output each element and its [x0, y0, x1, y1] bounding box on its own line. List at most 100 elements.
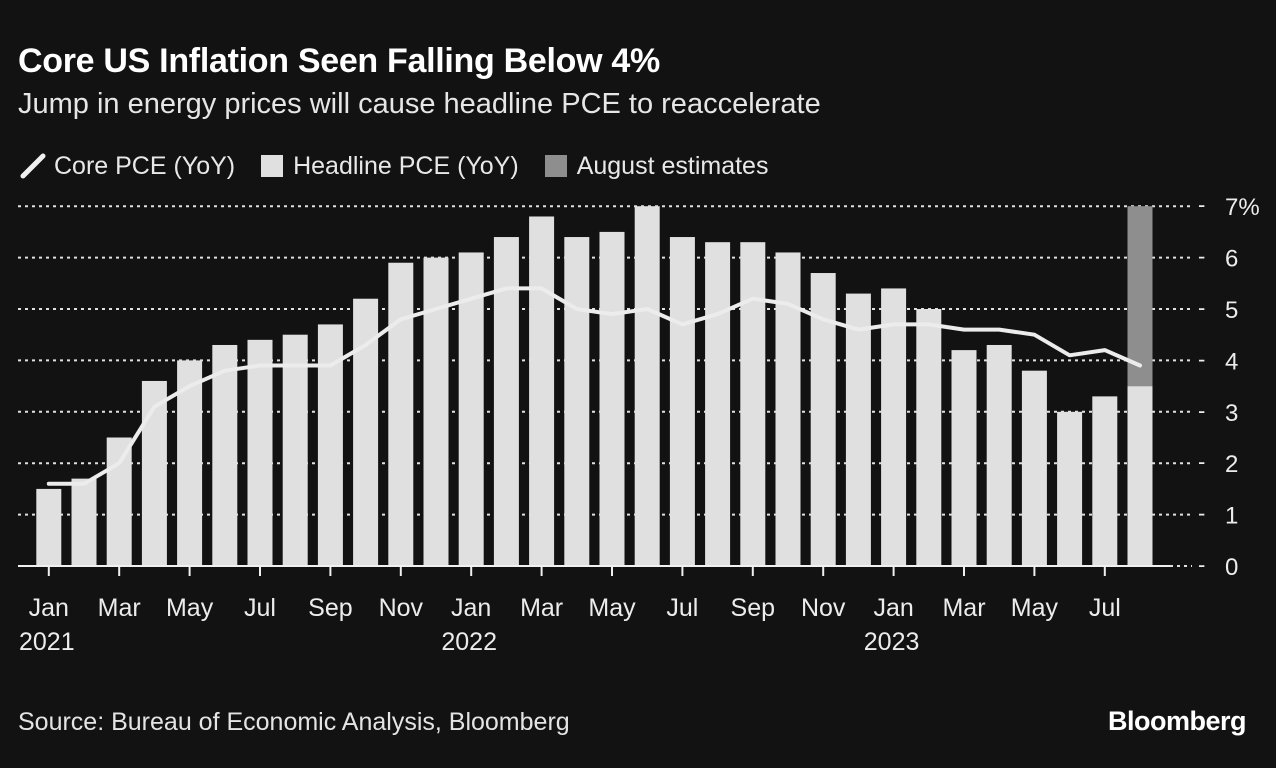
bar-estimate-range	[1127, 206, 1153, 387]
core-point-17	[646, 307, 649, 311]
legend-item-headline: Headline PCE (YoY)	[261, 152, 519, 181]
x-tick-label-20: Sep	[731, 594, 775, 622]
legend-item-estimate: August estimates	[544, 151, 769, 181]
x-tick-label-24: Jan	[873, 594, 913, 622]
core-point-9	[364, 343, 367, 347]
estimate-swatch-icon	[544, 155, 567, 177]
core-point-7	[294, 364, 297, 367]
y-tick-label-4: 4	[1225, 348, 1238, 375]
core-point-3	[153, 405, 156, 408]
line-icon	[20, 153, 46, 179]
bar-headline-2	[106, 437, 132, 566]
bar-headline-31	[1127, 386, 1153, 566]
core-point-5	[223, 369, 226, 372]
x-tick-label-6: Jul	[244, 594, 276, 622]
x-year-label-2021: 2021	[19, 628, 75, 656]
core-point-26	[962, 328, 966, 331]
bar-headline-0	[36, 488, 62, 566]
x-tick-label-0: Jan	[29, 594, 69, 622]
core-point-1	[82, 482, 86, 485]
bar-headline-25	[916, 309, 942, 566]
y-tick-dash-3: -	[1198, 398, 1205, 423]
bar-headline-24	[881, 288, 907, 566]
core-point-18	[681, 323, 684, 326]
core-point-10	[399, 318, 402, 321]
bar-headline-23	[845, 293, 871, 566]
x-tick-label-22: Nov	[801, 594, 846, 622]
core-point-14	[540, 287, 543, 290]
bar-headline-12	[458, 252, 484, 566]
bar-headline-11	[423, 257, 449, 566]
bar-headline-19	[705, 242, 731, 566]
bar-headline-18	[669, 237, 695, 567]
legend-item-core: Core PCE (YoY)	[20, 152, 235, 181]
chart-subtitle: Jump in energy prices will cause headlin…	[18, 88, 821, 120]
bar-headline-20	[740, 242, 766, 566]
bar-headline-6	[247, 339, 273, 566]
bar-headline-4	[177, 360, 203, 566]
y-tick-label-2: 2	[1225, 451, 1238, 478]
bar-headline-17	[634, 206, 660, 566]
bar-headline-16	[599, 231, 625, 566]
core-point-31	[1138, 364, 1142, 367]
bar-headline-21	[775, 252, 801, 566]
x-tick-label-10: Nov	[379, 594, 424, 622]
x-year-label-2022: 2022	[441, 628, 497, 656]
y-tick-dash-2: -	[1198, 449, 1205, 474]
bar-headline-3	[141, 380, 167, 566]
chart-title: Core US Inflation Seen Falling Below 4%	[18, 42, 660, 80]
bar-headline-13	[493, 237, 519, 567]
bar-headline-27	[986, 344, 1012, 566]
core-point-29	[1068, 354, 1071, 357]
legend-label-estimate: August estimates	[576, 151, 769, 180]
core-point-13	[505, 287, 508, 290]
legend-label-core: Core PCE (YoY)	[54, 151, 236, 180]
x-tick-label-8: Sep	[308, 594, 352, 622]
bar-headline-5	[212, 344, 238, 566]
bar-headline-1	[71, 478, 97, 566]
y-tick-label-5: 5	[1225, 297, 1238, 324]
core-point-0	[47, 482, 50, 485]
y-tick-label-1: 1	[1225, 503, 1238, 530]
source-note: Source: Bureau of Economic Analysis, Blo…	[18, 708, 570, 736]
core-point-4	[188, 384, 191, 388]
bar-headline-7	[282, 334, 308, 566]
core-point-2	[118, 462, 121, 465]
x-year-label-2023: 2023	[864, 628, 920, 656]
core-point-27	[998, 328, 1001, 331]
core-point-30	[1103, 348, 1107, 352]
x-tick-label-30: Jul	[1089, 594, 1121, 622]
x-tick-label-18: Jul	[666, 594, 698, 622]
core-point-22	[822, 318, 825, 321]
y-tick-dash-1: -	[1198, 501, 1205, 526]
y-tick-label-3: 3	[1225, 400, 1238, 427]
core-point-15	[575, 307, 578, 311]
x-tick-label-2: Mar	[98, 594, 141, 622]
x-tick-label-14: Mar	[520, 594, 563, 622]
bar-headline-30	[1092, 396, 1118, 566]
y-tick-label-6: 6	[1225, 246, 1238, 273]
legend-label-headline: Headline PCE (YoY)	[293, 151, 519, 180]
y-tick-dash-4: -	[1198, 346, 1205, 371]
bar-headline-14	[529, 216, 555, 567]
x-tick-label-12: Jan	[451, 594, 491, 622]
core-pce-line	[46, 286, 1142, 486]
core-point-23	[857, 328, 860, 331]
core-point-12	[470, 297, 473, 300]
core-point-24	[892, 323, 895, 326]
y-tick-dash-6: -	[1198, 244, 1205, 269]
x-tick-label-4: May	[166, 594, 214, 622]
core-point-16	[610, 312, 614, 316]
core-point-6	[258, 364, 262, 367]
x-tick-label-26: Mar	[942, 594, 985, 622]
x-tick-label-16: May	[588, 594, 636, 622]
y-tick-dash-5: -	[1198, 295, 1205, 320]
bar-headline-10	[388, 262, 414, 566]
chart-legend: Core PCE (YoY) Headline PCE (YoY) August…	[20, 148, 794, 184]
core-point-21	[786, 302, 790, 306]
y-tick-dash-0: -	[1198, 552, 1205, 577]
bar-headline-28	[1021, 370, 1047, 566]
headline-swatch-icon	[261, 155, 284, 177]
y-tick-label-0: 0	[1225, 554, 1238, 581]
